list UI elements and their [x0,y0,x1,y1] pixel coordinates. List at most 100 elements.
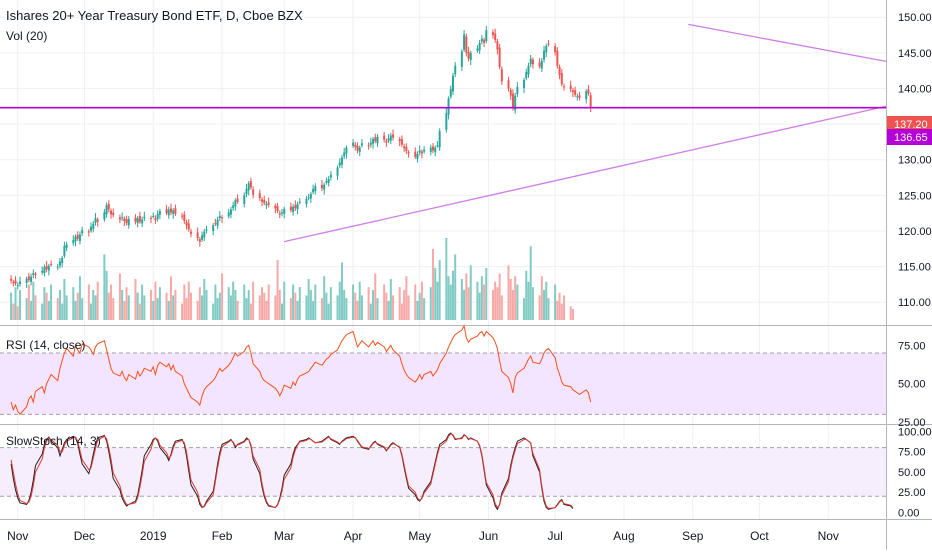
volume-bar [527,281,530,320]
candle [571,88,574,98]
candle [420,149,423,159]
volume-bar [460,279,463,320]
volume-bar [81,298,84,320]
candle [196,227,199,241]
volume-bar [123,300,126,320]
candle-body [92,223,95,229]
candle-body [587,89,590,94]
time-tick-label: Mar [274,529,295,543]
candle [545,43,548,58]
candle-body [445,113,448,130]
candle [345,145,348,159]
candle-body [249,181,252,188]
volume-bar [540,276,543,320]
candle-body [514,95,517,111]
volume-bar [496,287,499,320]
candle [143,211,146,221]
candle [323,182,326,195]
candle-body [61,258,64,264]
volume-bar [149,289,152,320]
candle [58,258,61,269]
volume-bar [234,289,237,320]
volume-bar [498,273,501,320]
volume-bar [436,281,439,320]
volume-bar [305,295,308,320]
candle-body [432,146,435,151]
candle-body [343,152,346,157]
volume-bar [358,281,361,320]
candle [523,77,526,94]
price-marker-label: 136.65 [894,132,928,144]
volume-bar [398,287,401,320]
volume-bar [500,295,503,320]
stoch-legend: SlowStoch (14, 3) [6,434,101,448]
candle-body [198,239,201,242]
volume-bar [76,292,79,320]
candle-body [356,145,359,151]
volume-bar [434,268,437,320]
volume-bar [345,298,348,320]
volume-bar [516,284,519,320]
candle-body [483,39,486,43]
time-tick-label: Jun [479,529,498,543]
volume-bar [352,284,355,320]
volume-bar [243,284,246,320]
volume-bar [156,298,159,320]
candle-body [296,203,299,210]
volume-bar [185,298,188,320]
volume-bar [547,298,550,320]
volume-bar [569,306,572,320]
time-tick-label: Nov [7,529,28,543]
candle-body [540,60,543,69]
volume-bar [41,303,44,320]
candle [112,208,115,218]
volume-bar [403,289,406,320]
volume-bar [556,300,559,320]
candle [141,216,144,228]
candle [423,146,426,154]
volume-bar [92,289,95,320]
candle [72,235,75,246]
volume-bar [418,292,421,320]
candle [563,83,566,91]
candle-body [127,218,130,226]
candle [354,141,357,151]
candle-body [423,149,426,152]
candle [525,68,528,81]
volume-bar [514,276,517,320]
volume-bar [143,295,146,320]
price-tick-label: 125.00 [898,190,932,202]
candle-body [276,206,279,212]
candle-body [416,154,419,160]
candle-body [405,146,408,152]
volume-bar [12,303,15,320]
stoch-d-line [10,433,574,510]
candle [558,64,561,80]
candle [312,184,315,195]
volume-bar [96,281,99,320]
volume-bar [392,295,395,320]
volume-bar [429,287,432,320]
candle [134,214,137,225]
candle-body [25,278,28,283]
candle [432,142,435,154]
volume-bar [103,254,106,320]
candle [469,50,472,65]
candle-body [165,209,168,214]
volume-bar [451,270,454,320]
volume-bar [63,279,66,320]
volume-bar [201,295,204,320]
volume-bar [58,289,61,320]
candle-body [480,38,483,42]
volume-bar [198,287,201,320]
volume-bar [298,287,301,320]
volume-bar [538,295,541,320]
candle [314,183,317,195]
volume-bar [236,300,239,320]
candle [107,200,110,213]
volume-bar [385,292,388,320]
candle [47,263,50,276]
volume-bar [416,300,419,320]
candle-body [392,134,395,138]
time-tick-label: Sep [682,529,704,543]
